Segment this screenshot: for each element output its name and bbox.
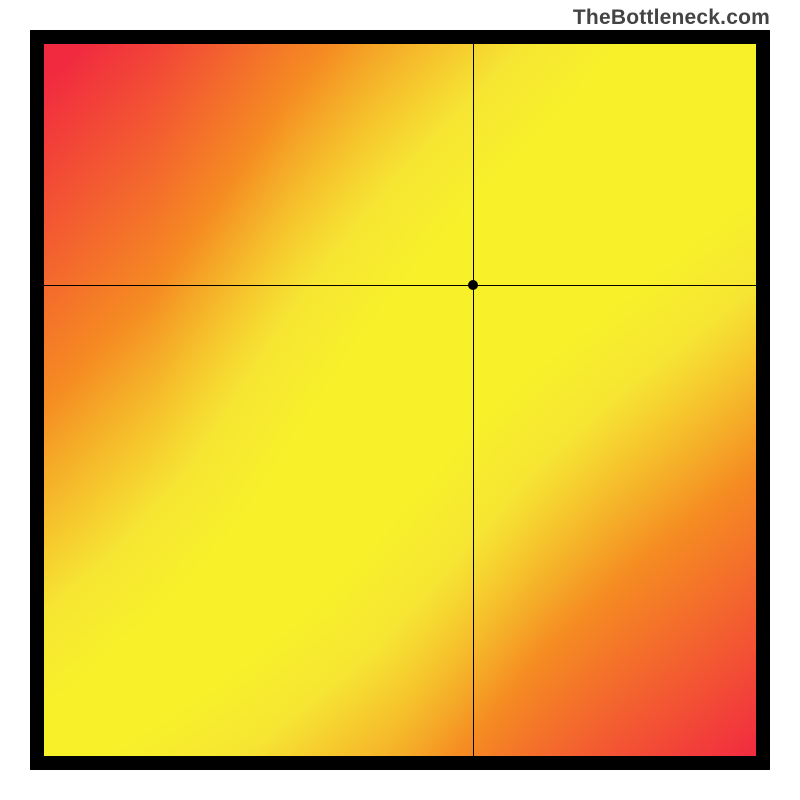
crosshair-horizontal — [44, 285, 756, 286]
watermark-text: TheBottleneck.com — [573, 6, 770, 30]
marker-dot — [468, 280, 478, 290]
heatmap-canvas — [44, 44, 756, 756]
chart-container: TheBottleneck.com — [0, 0, 800, 800]
heatmap-plot — [44, 44, 756, 756]
crosshair-vertical — [473, 44, 474, 756]
plot-frame — [30, 30, 770, 770]
